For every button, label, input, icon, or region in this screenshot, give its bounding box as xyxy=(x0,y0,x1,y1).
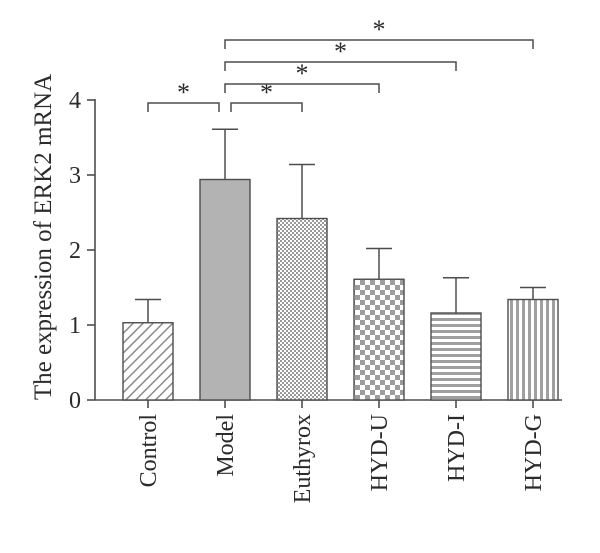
significance-bracket xyxy=(224,39,534,49)
bar-model xyxy=(199,178,251,401)
significance-star: * xyxy=(296,59,309,88)
bars xyxy=(122,178,559,401)
significance-star: * xyxy=(177,78,190,107)
significance-bracket xyxy=(224,61,457,71)
x-tick-label: HYD-G xyxy=(521,414,547,491)
significance-star: * xyxy=(334,37,347,66)
x-tick-label: HYD-U xyxy=(367,414,393,491)
y-tick-label: 0 xyxy=(69,388,81,414)
significance-bracket xyxy=(147,102,220,112)
bar-hyd-i xyxy=(430,312,482,401)
bar-control xyxy=(122,322,174,401)
bar-euthyrox xyxy=(276,217,328,401)
significance-star: * xyxy=(260,78,273,107)
significance-brackets: * * * * * xyxy=(147,15,534,112)
y-tick-label: 3 xyxy=(69,163,81,189)
significance-bracket xyxy=(230,102,303,112)
bar-hyd-g xyxy=(507,298,559,401)
x-tick-label: Control xyxy=(136,414,162,488)
x-tick-label: HYD-I xyxy=(444,414,470,482)
tick-labels: 0 1 2 3 4 Control Model Euthyrox HYD-U HYD-I HYD-G xyxy=(69,88,547,503)
y-tick-label: 4 xyxy=(69,88,81,114)
significance-bracket xyxy=(224,83,380,93)
significance-star: * xyxy=(373,15,386,44)
x-tick-label: Model xyxy=(213,414,239,477)
bar-hyd-u xyxy=(353,278,405,401)
y-tick-label: 1 xyxy=(69,313,81,339)
x-tick-label: Euthyrox xyxy=(290,414,316,503)
y-axis-title: The expression of ERK2 mRNA xyxy=(30,74,57,400)
error-bars xyxy=(135,128,546,323)
y-tick-label: 2 xyxy=(69,238,81,264)
